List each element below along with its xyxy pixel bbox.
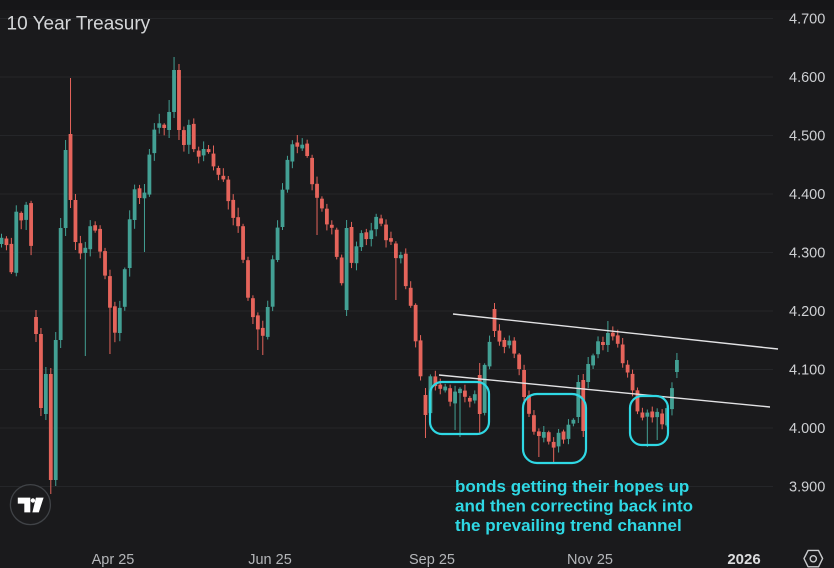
svg-text:4.500: 4.500 — [789, 129, 825, 145]
svg-text:bonds getting their hopes up: bonds getting their hopes up — [455, 477, 689, 496]
svg-text:4.600: 4.600 — [789, 70, 825, 86]
svg-text:4.000: 4.000 — [789, 421, 825, 437]
svg-text:4.400: 4.400 — [789, 187, 825, 203]
svg-text:Apr 25: Apr 25 — [92, 552, 135, 568]
svg-text:2026: 2026 — [727, 551, 760, 568]
svg-text:3.900: 3.900 — [789, 480, 825, 496]
svg-text:4.100: 4.100 — [789, 363, 825, 379]
svg-text:Jun 25: Jun 25 — [248, 552, 292, 568]
svg-text:the prevailing trend channel: the prevailing trend channel — [455, 516, 682, 535]
svg-text:4.300: 4.300 — [789, 246, 825, 262]
svg-text:10 Year Treasury: 10 Year Treasury — [7, 14, 151, 35]
svg-text:4.700: 4.700 — [789, 12, 825, 28]
svg-text:4.200: 4.200 — [789, 304, 825, 320]
svg-text:Nov 25: Nov 25 — [567, 552, 613, 568]
svg-text:Sep 25: Sep 25 — [409, 552, 455, 568]
svg-text:and then correcting back into: and then correcting back into — [455, 497, 693, 516]
